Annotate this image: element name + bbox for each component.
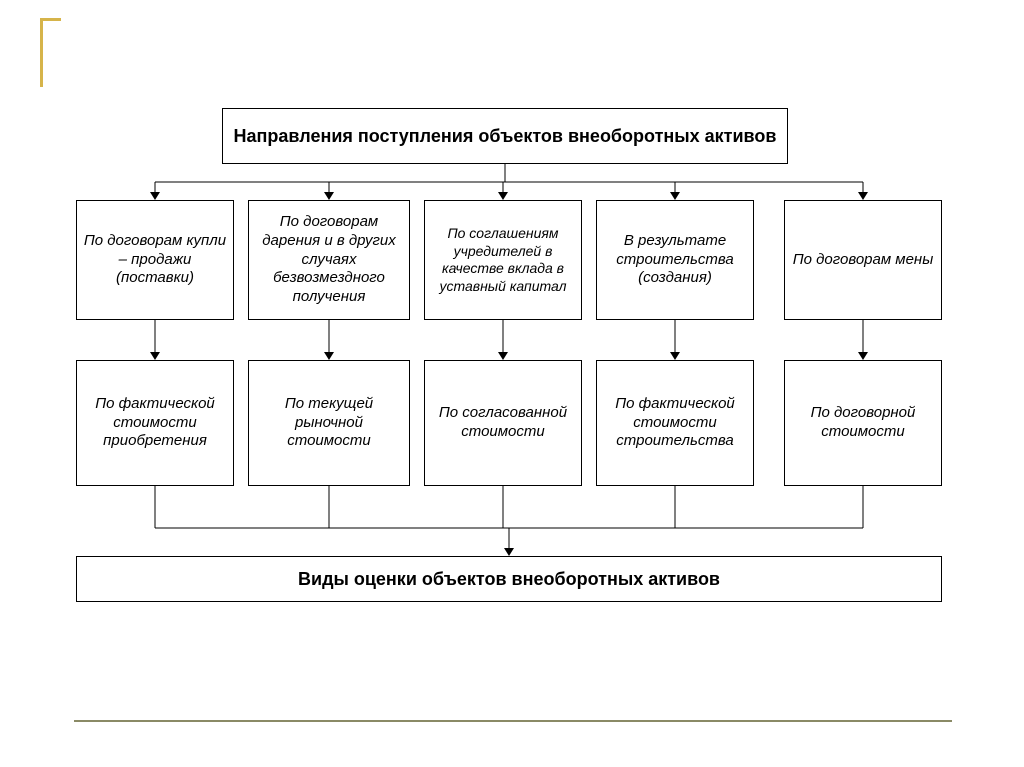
row1-box-4: В результате строительства (создания) <box>596 200 754 320</box>
row2-box-5: По договорной стоимости <box>784 360 942 486</box>
row2-text-1: По фактической стоимости приобретения <box>83 395 227 451</box>
row1-box-5: По договорам мены <box>784 200 942 320</box>
title-text: Направления поступления объектов внеобор… <box>234 126 777 147</box>
row1-box-3: По соглашениям учредителей в качестве вк… <box>424 200 582 320</box>
row2-box-2: По текущей рыночной стоимости <box>248 360 410 486</box>
bottom-separator <box>74 720 952 722</box>
row1-text-1: По договорам купли – продажи (поставки) <box>83 232 227 288</box>
row1-text-2: По договорам дарения и в других случаях … <box>255 213 403 307</box>
bottom-text: Виды оценки объектов внеоборотных активо… <box>298 569 720 590</box>
title-box: Направления поступления объектов внеобор… <box>222 108 788 164</box>
row1-box-1: По договорам купли – продажи (поставки) <box>76 200 234 320</box>
row1-text-3: По соглашениям учредителей в качестве вк… <box>431 225 575 295</box>
row1-box-2: По договорам дарения и в других случаях … <box>248 200 410 320</box>
bottom-box: Виды оценки объектов внеоборотных активо… <box>76 556 942 602</box>
row2-box-1: По фактической стоимости приобретения <box>76 360 234 486</box>
row2-text-2: По текущей рыночной стоимости <box>255 395 403 451</box>
decorative-corner <box>40 18 61 87</box>
row2-text-5: По договорной стоимости <box>791 404 935 442</box>
row2-text-3: По согласованной стоимости <box>431 404 575 442</box>
row2-box-4: По фактической стоимости строительства <box>596 360 754 486</box>
row2-box-3: По согласованной стоимости <box>424 360 582 486</box>
row2-text-4: По фактической стоимости строительства <box>603 395 747 451</box>
row1-text-4: В результате строительства (создания) <box>603 232 747 288</box>
row1-text-5: По договорам мены <box>793 251 933 270</box>
